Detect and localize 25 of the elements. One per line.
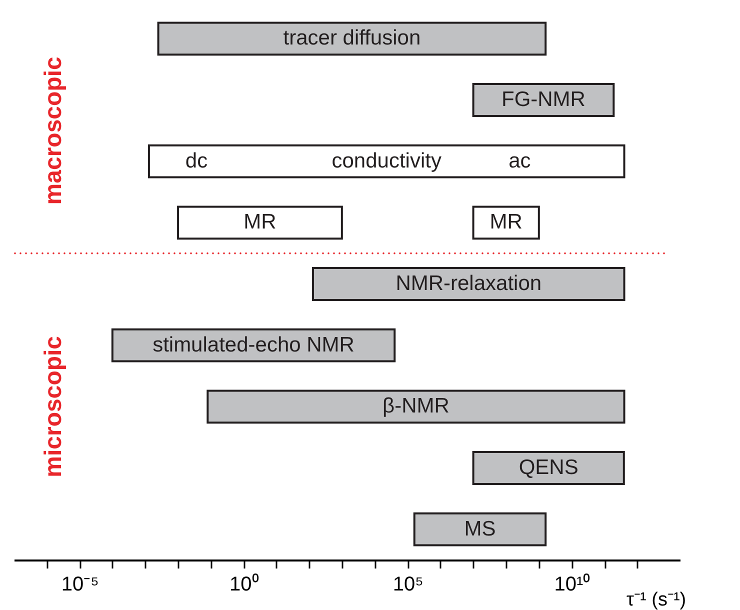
y-tick-label: conductivity xyxy=(332,149,442,172)
y-tick-label: FG-NMR xyxy=(501,88,586,111)
y-tick-label: stimulated-echo NMR xyxy=(152,333,354,356)
x-tick-label: 10¹⁰ xyxy=(554,572,590,596)
bar xyxy=(206,390,626,424)
y-tick-label: β-NMR xyxy=(382,394,450,418)
y-tick-label: NMR-relaxation xyxy=(396,272,542,295)
category-label: MR xyxy=(490,210,522,234)
bar xyxy=(413,512,547,546)
x-tick-label: 10⁰ xyxy=(230,572,259,596)
annotation: dc xyxy=(185,149,208,172)
annotation: ac xyxy=(508,149,531,172)
x-tick-label: 10⁵ xyxy=(392,574,424,596)
annotation: macroscopic xyxy=(40,56,67,205)
bar xyxy=(312,267,626,301)
bar xyxy=(472,206,540,240)
y-tick-label: QENS xyxy=(518,456,578,479)
annotation: microscopic xyxy=(40,336,67,478)
x-tick-label: 10⁻⁵ xyxy=(61,574,99,596)
y-tick-label: MS xyxy=(464,517,496,540)
bar xyxy=(472,451,625,485)
x-axis-title: τ⁻¹ (s⁻¹) xyxy=(626,590,686,610)
bar xyxy=(472,83,615,117)
bar xyxy=(157,22,547,56)
y-tick-label: tracer diffusion xyxy=(283,26,421,50)
